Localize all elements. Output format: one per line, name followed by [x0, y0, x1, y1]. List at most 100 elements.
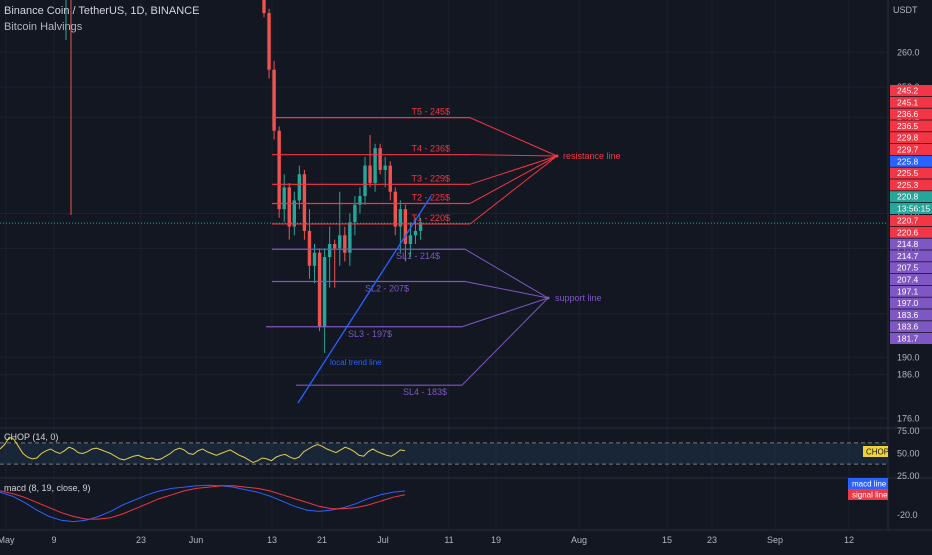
support-level-label: SL1 - 214$ — [396, 251, 440, 261]
price-label-text: 236.6 — [897, 109, 919, 119]
price-label-bg — [890, 167, 932, 179]
candle-body — [262, 0, 266, 14]
price-label-text: 245.1 — [897, 97, 919, 107]
price-label-bg — [890, 96, 932, 108]
price-label-text: 183.6 — [897, 310, 919, 320]
price-label-badge: 207.5 — [890, 262, 932, 274]
price-label-bg — [890, 333, 932, 344]
candle-body — [408, 235, 413, 244]
price-label-badge: 214.8 — [890, 238, 932, 250]
time-tick-label: Jul — [377, 535, 389, 545]
price-label-badge: 13:56:15 — [890, 203, 932, 214]
candle-body — [297, 174, 302, 201]
candle-body — [353, 204, 357, 223]
price-label-badge: 225.5 — [890, 167, 932, 179]
candle-body — [312, 252, 317, 266]
price-label-badge: 225.3 — [890, 179, 932, 191]
price-label-text: 181.7 — [897, 334, 919, 344]
price-label-text: 245.2 — [897, 86, 919, 96]
price-label-bg — [890, 108, 932, 120]
price-label-text: 183.6 — [897, 322, 919, 332]
signal-line-badge: signal line — [848, 489, 888, 500]
price-label-badge: 245.2 — [890, 85, 932, 96]
support-level-label: SL4 - 183$ — [403, 387, 447, 397]
price-label-bg — [890, 191, 932, 203]
legend-badge-bg — [848, 478, 888, 489]
support-anchor — [546, 296, 550, 300]
price-label-text: 207.5 — [897, 263, 919, 273]
symbol-title[interactable]: Binance Coin / TetherUS, 1D, BINANCE — [4, 5, 200, 17]
price-tick-label: 190.0 — [897, 352, 920, 362]
price-label-badge: 207.4 — [890, 274, 932, 285]
macd-pane: macd (8, 19, close, 9) -20.0 macd line sign… — [0, 478, 918, 523]
price-label-bg — [890, 321, 932, 333]
candle-body — [317, 252, 322, 327]
support-pointer — [461, 297, 549, 386]
time-tick-label: Jun — [189, 535, 204, 545]
resistance-level-label: T4 - 236$ — [411, 144, 450, 154]
candle-body — [272, 69, 276, 131]
time-tick-label: 15 — [662, 535, 672, 545]
price-label-text: 197.0 — [897, 298, 919, 308]
price-label-badge: 197.1 — [890, 285, 932, 297]
signal-line — [0, 485, 406, 520]
time-tick-label: 12 — [844, 535, 854, 545]
time-tick-label: 11 — [444, 535, 453, 545]
time-tick-label: 23 — [136, 535, 146, 545]
price-tick-label: 176.0 — [897, 413, 920, 423]
price-label-bg — [890, 285, 932, 297]
resistance-annotation: resistance line — [563, 151, 621, 161]
chop-pane: CHOP (14, 0) 75.00 50.00 25.00 CHOP — [0, 426, 920, 481]
halving-marker — [65, 0, 72, 215]
price-label-bg — [890, 309, 932, 321]
candle-body — [292, 200, 296, 227]
price-levels: T5 - 245$T4 - 236$T3 - 229$T2 - 225$T1 -… — [266, 107, 559, 397]
currency-label: USDT — [893, 5, 918, 15]
price-label-badge: 197.0 — [890, 297, 932, 309]
price-label-bg — [890, 144, 932, 155]
time-tick-label: Aug — [571, 535, 587, 545]
time-tick-label: 21 — [317, 535, 327, 545]
price-label-text: 13:56:15 — [897, 204, 930, 214]
candle-body — [302, 174, 307, 231]
candle-body — [348, 222, 352, 253]
resistance-pointer — [469, 155, 558, 204]
price-label-bg — [890, 274, 932, 285]
annotations: resistance line support line local trend l… — [297, 151, 621, 404]
candle-body — [307, 230, 312, 266]
price-label-badge: 225.8 — [890, 155, 932, 167]
resistance-pointer — [469, 155, 558, 185]
candle-body — [393, 191, 397, 227]
candle-body — [413, 230, 418, 236]
candle-body — [378, 148, 382, 170]
price-axis[interactable]: 260.0252.0245.1223.0215.0200.0190.0186.0… — [890, 47, 932, 423]
candle-body — [388, 165, 392, 192]
candle-body — [363, 165, 367, 197]
price-label-badge: 220.8 — [890, 191, 932, 203]
chop-tick-label: 75.00 — [897, 426, 920, 436]
indicator-label[interactable]: Bitcoin Halvings — [4, 21, 83, 33]
time-tick-label: 13 — [267, 535, 277, 545]
candle-body — [403, 209, 408, 244]
resistance-pointer — [469, 155, 558, 225]
price-label-badge: 236.5 — [890, 120, 932, 132]
time-tick-label: May — [0, 535, 15, 545]
price-label-bg — [890, 262, 932, 274]
price-label-text: 214.8 — [897, 239, 919, 249]
candles — [262, 0, 423, 353]
trend-annotation: local trend line — [330, 358, 382, 367]
time-tick-label: 19 — [491, 535, 501, 545]
time-axis[interactable]: May 9 23 Jun 13 21 Jul 11 19 Aug 15 23 Sep 12 — [0, 535, 854, 545]
candle-body — [327, 244, 332, 258]
price-label-text: 207.4 — [897, 275, 919, 285]
price-label-text: 220.7 — [897, 216, 919, 226]
candle-body — [373, 148, 377, 183]
price-tick-label: 260.0 — [897, 47, 920, 57]
price-label-text: 214.7 — [897, 251, 919, 261]
price-label-bg — [890, 203, 932, 214]
price-label-bg — [890, 215, 932, 226]
price-label-badge: 181.7 — [890, 333, 932, 344]
resistance-level-label: T5 - 245$ — [411, 107, 450, 117]
time-tick-label: Sep — [767, 535, 783, 545]
